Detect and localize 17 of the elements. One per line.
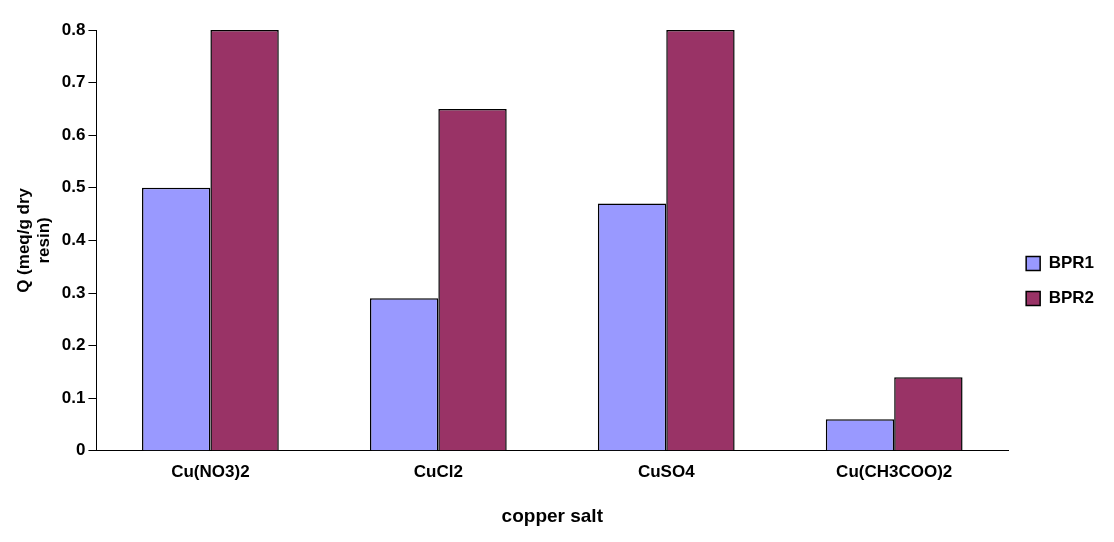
y-tick-label: 0.8 [61,19,86,39]
x-tick-label: CuSO4 [637,461,696,481]
y-tick-label: 0.5 [61,177,86,197]
x-tick-label: CuCl2 [413,461,463,481]
x-tick-label: Cu(NO3)2 [171,461,250,481]
x-axis-title: copper salt [501,504,604,526]
legend-label: BPR1 [1048,253,1095,273]
y-tick-label: 0.1 [61,387,86,407]
y-tick-label: 0.2 [61,335,86,355]
y-axis-title: Q (meq/g dry resin) [13,187,54,293]
y-tick-label: 0.3 [61,282,86,302]
y-tick-label: 0.6 [61,124,86,144]
legend-label: BPR2 [1048,288,1095,308]
y-tick-label: 0.7 [61,72,86,92]
x-tick-label: Cu(CH3COO)2 [836,461,953,481]
y-tick-label: 0.4 [61,230,86,250]
y-tick-label: 0 [75,440,86,460]
